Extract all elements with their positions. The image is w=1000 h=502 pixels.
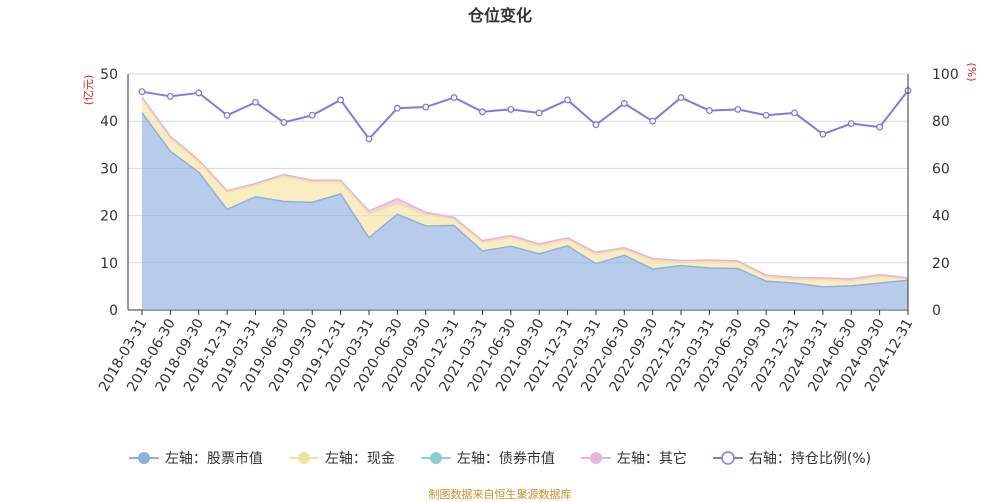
ratio-point xyxy=(791,109,798,117)
ratio-point xyxy=(252,98,259,106)
ratio-line xyxy=(141,89,909,141)
ratio-point xyxy=(649,117,657,125)
y-right-tick-label: 40 xyxy=(932,209,950,225)
legend-swatch-marker xyxy=(589,452,602,464)
y-left-tick-label: 10 xyxy=(100,256,118,272)
ratio-point xyxy=(365,135,373,143)
area-edge-line xyxy=(141,112,909,288)
legend-item[interactable]: 左轴：股票市值 xyxy=(128,448,263,468)
ratio-point xyxy=(138,88,146,96)
ratio-point xyxy=(195,89,203,97)
ratio-point xyxy=(507,105,515,113)
source-note: 制图数据来自恒生聚源数据库 xyxy=(428,488,572,501)
legend-item[interactable]: 右轴：持仓比例(%) xyxy=(712,448,872,468)
legend-swatch-marker xyxy=(137,452,150,464)
area-fill xyxy=(142,112,908,310)
y-left-tick-label: 20 xyxy=(100,209,118,225)
right-axis-unit: (%) xyxy=(965,62,978,81)
legend: 左轴：股票市值 左轴：现金 左轴：债券市值 左轴：其它 右轴：持仓比例(%) xyxy=(0,448,1000,468)
legend-label: 右轴：持仓比例(%) xyxy=(748,451,872,467)
legend-label: 左轴：债券市值 xyxy=(456,451,555,467)
y-left-tick-label: 30 xyxy=(100,161,118,177)
y-left-tick-label: 40 xyxy=(100,114,118,130)
y-right-tick-label: 0 xyxy=(932,303,941,319)
ratio-point xyxy=(422,103,430,111)
ratio-point xyxy=(564,96,572,104)
ratio-point xyxy=(762,111,770,119)
y-right-tick-label: 80 xyxy=(932,114,950,130)
legend-item[interactable]: 左轴：现金 xyxy=(288,448,395,468)
y-left-tick-label: 50 xyxy=(100,67,118,83)
legend-swatch xyxy=(288,452,319,464)
ratio-point xyxy=(620,100,628,107)
legend-swatch xyxy=(712,451,743,465)
ratio-point xyxy=(223,111,231,119)
ratio-point xyxy=(280,118,288,126)
legend-label: 左轴：其它 xyxy=(616,451,687,467)
area-fill xyxy=(142,98,908,287)
ratio-point xyxy=(677,94,685,102)
legend-swatch-marker xyxy=(429,452,442,464)
y-right-tick-label: 60 xyxy=(932,161,950,177)
area-edge-line xyxy=(141,96,909,280)
ratio-point xyxy=(876,123,884,131)
y-left-tick-label: 0 xyxy=(109,303,118,319)
area-edge-line xyxy=(141,98,909,282)
ratio-point xyxy=(166,92,174,100)
ratio-point xyxy=(734,105,742,113)
ratio-point xyxy=(535,109,543,117)
ratio-point xyxy=(337,96,345,104)
ratio-point xyxy=(705,107,713,115)
legend-swatch xyxy=(580,452,611,464)
ratio-point xyxy=(847,120,855,128)
chart-title: 仓位变化 xyxy=(467,6,532,25)
legend-swatch xyxy=(128,452,159,464)
ratio-point xyxy=(308,111,316,119)
ratio-point xyxy=(393,104,401,112)
area-series-group xyxy=(141,96,909,310)
left-axis-unit: (亿元) xyxy=(82,75,95,106)
legend-item[interactable]: 左轴：债券市值 xyxy=(420,448,555,468)
legend-label: 左轴：股票市值 xyxy=(164,451,263,467)
ratio-point xyxy=(450,94,458,102)
line-series-group xyxy=(138,87,912,143)
legend-label: 左轴：现金 xyxy=(324,451,395,467)
y-right-tick-label: 20 xyxy=(932,256,950,272)
y-right-tick-label: 100 xyxy=(932,67,959,83)
ratio-point xyxy=(819,130,827,138)
legend-swatch xyxy=(420,452,451,464)
legend-swatch-marker xyxy=(721,451,735,465)
legend-swatch-marker xyxy=(297,452,310,464)
legend-item[interactable]: 左轴：其它 xyxy=(580,448,687,468)
ratio-point xyxy=(478,108,486,116)
ratio-point xyxy=(592,121,600,129)
